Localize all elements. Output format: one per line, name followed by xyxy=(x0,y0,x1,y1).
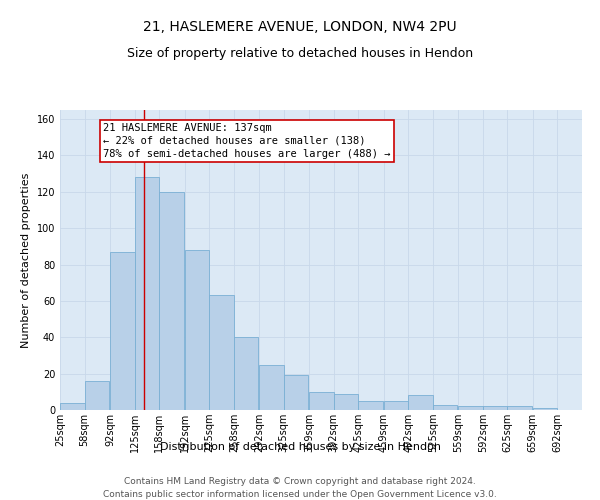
Bar xyxy=(209,296,234,410)
Bar xyxy=(159,192,184,410)
Bar xyxy=(234,338,259,410)
Bar xyxy=(433,404,457,410)
Bar xyxy=(60,402,85,410)
Y-axis label: Number of detached properties: Number of detached properties xyxy=(21,172,31,348)
Bar xyxy=(508,406,532,410)
Bar xyxy=(85,381,109,410)
Text: Size of property relative to detached houses in Hendon: Size of property relative to detached ho… xyxy=(127,48,473,60)
Text: Contains public sector information licensed under the Open Government Licence v3: Contains public sector information licen… xyxy=(103,490,497,499)
Text: 21 HASLEMERE AVENUE: 137sqm
← 22% of detached houses are smaller (138)
78% of se: 21 HASLEMERE AVENUE: 137sqm ← 22% of det… xyxy=(103,122,391,159)
Bar xyxy=(134,178,159,410)
Bar xyxy=(533,408,557,410)
Bar xyxy=(185,250,209,410)
Bar xyxy=(483,406,508,410)
Text: Distribution of detached houses by size in Hendon: Distribution of detached houses by size … xyxy=(160,442,440,452)
Text: Contains HM Land Registry data © Crown copyright and database right 2024.: Contains HM Land Registry data © Crown c… xyxy=(124,478,476,486)
Bar xyxy=(259,364,284,410)
Bar xyxy=(284,376,308,410)
Bar xyxy=(110,252,134,410)
Bar xyxy=(458,406,483,410)
Bar xyxy=(309,392,334,410)
Bar xyxy=(334,394,358,410)
Bar xyxy=(408,396,433,410)
Bar xyxy=(383,401,408,410)
Text: 21, HASLEMERE AVENUE, LONDON, NW4 2PU: 21, HASLEMERE AVENUE, LONDON, NW4 2PU xyxy=(143,20,457,34)
Bar xyxy=(358,401,383,410)
